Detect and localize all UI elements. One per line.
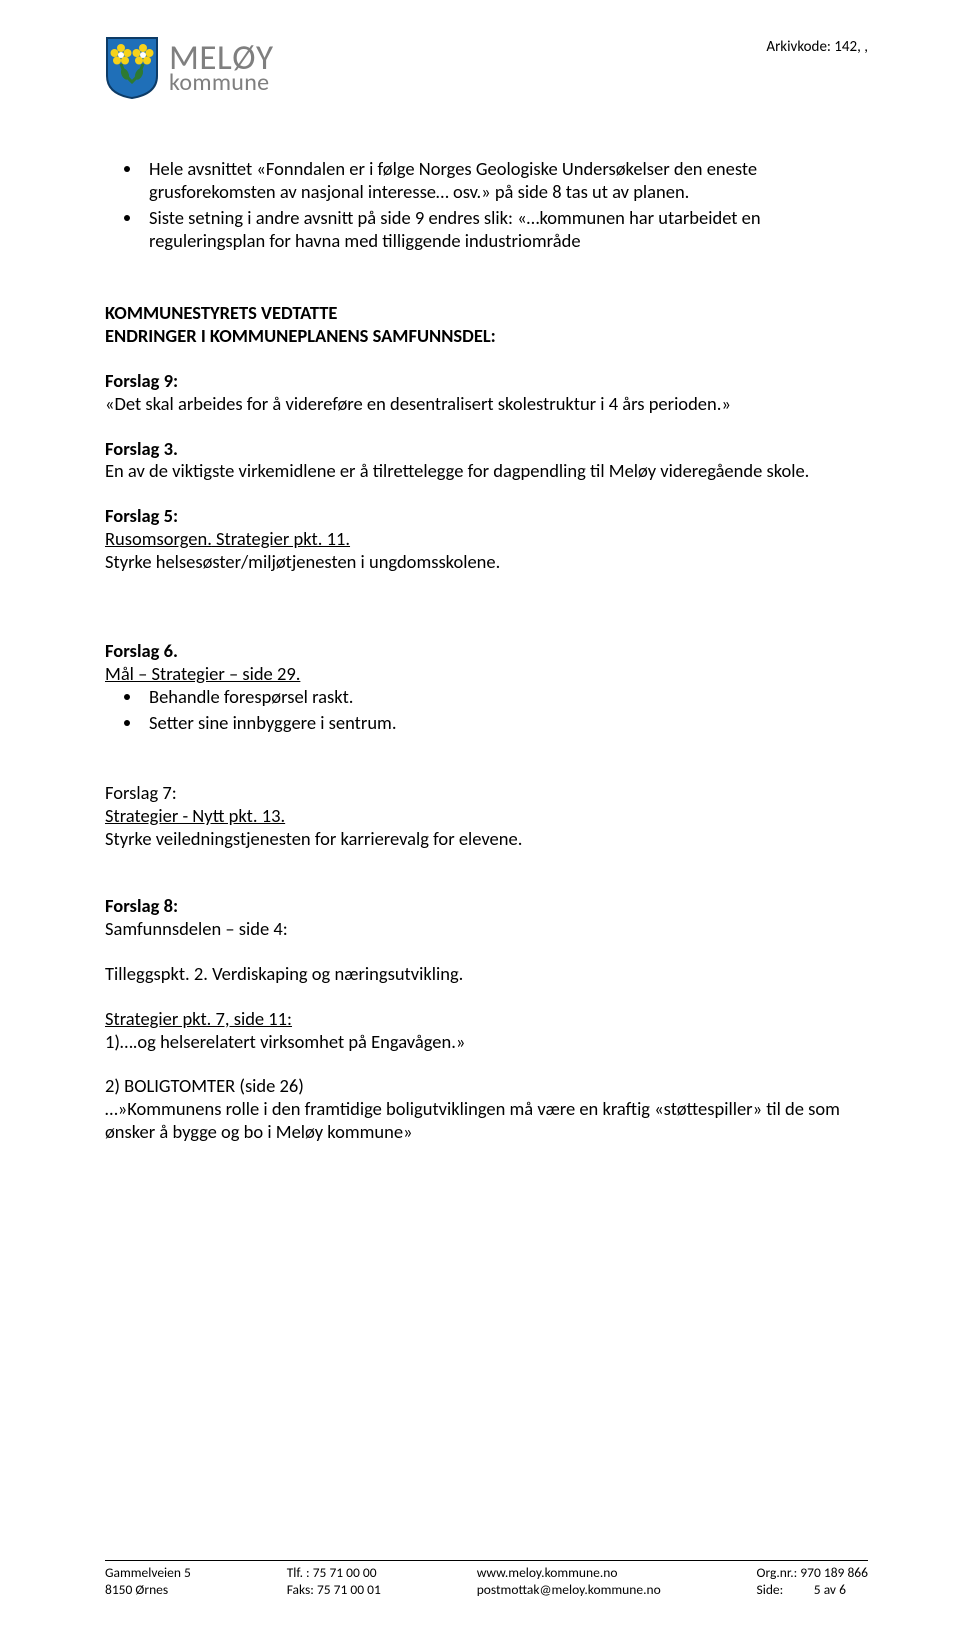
brand-text: MELØY kommune	[169, 44, 274, 92]
forslag-label: Forslag 6.	[105, 640, 868, 663]
footer-text: Gammelveien 5	[105, 1564, 191, 1581]
underlined-text: Strategier pkt. 11.	[212, 527, 350, 550]
forslag-label: Forslag 3.	[105, 438, 868, 461]
list-item: Hele avsnittet «Fonndalen er i følge Nor…	[143, 158, 868, 204]
intro-bullet-list: Hele avsnittet «Fonndalen er i følge Nor…	[105, 158, 868, 253]
footer-text: www.meloy.kommune.no	[477, 1564, 618, 1581]
forslag-text: En av de viktigste virkemidlene er å til…	[105, 460, 868, 483]
footer-text: Side:	[757, 1581, 784, 1598]
underlined-text: Mål – Strategier – side 29.	[105, 663, 868, 686]
forslag-text: Samfunnsdelen – side 4:	[105, 918, 868, 941]
footer-text: Org.nr.:	[757, 1564, 801, 1581]
section-heading: KOMMUNESTYRETS VEDTATTE ENDRINGER I KOMM…	[105, 302, 868, 348]
list-item: Siste setning i andre avsnitt på side 9 …	[143, 207, 868, 253]
forslag-text: 2) BOLIGTOMTER (side 26)	[105, 1075, 868, 1098]
heading-line: ENDRINGER I KOMMUNEPLANENS SAMFUNNSDEL:	[105, 325, 868, 348]
footer-col-address: Gammelveien 5 8150 Ørnes	[105, 1565, 191, 1599]
municipal-crest-icon	[105, 36, 159, 100]
page-header: MELØY kommune Arkivkode: 142, ,	[105, 36, 868, 100]
brand-block: MELØY kommune	[105, 36, 274, 100]
footer-col-phone: Tlf. : 75 71 00 00 Faks: 75 71 00 01	[287, 1565, 381, 1599]
forslag-label: Forslag 7:	[105, 782, 868, 805]
heading-line: KOMMUNESTYRETS VEDTATTE	[105, 302, 868, 325]
forslag6-bullets: Behandle forespørsel raskt. Setter sine …	[105, 686, 868, 735]
underlined-text: Strategier pkt. 7, side 11:	[105, 1008, 868, 1031]
underlined-text: Strategier - Nytt pkt. 13.	[105, 805, 868, 828]
forslag-text: 1)….og helserelatert virksomhet på Engav…	[105, 1031, 868, 1054]
footer-col-web: www.meloy.kommune.no postmottak@meloy.ko…	[477, 1565, 661, 1599]
footer-text: postmottak@meloy.kommune.no	[477, 1581, 661, 1598]
forslag-line: Rusomsorgen. Strategier pkt. 11.	[105, 528, 868, 551]
forslag-text: Tilleggspkt. 2. Verdiskaping og næringsu…	[105, 963, 868, 986]
page-footer: Gammelveien 5 8150 Ørnes Tlf. : 75 71 00…	[105, 1560, 868, 1599]
footer-text: 8150 Ørnes	[105, 1581, 168, 1598]
forslag-text: …»Kommunens rolle i den framtidige bolig…	[105, 1098, 868, 1144]
footer-text: 5 av 6	[814, 1581, 846, 1598]
footer-text: Tlf. : 75 71 00 00	[287, 1564, 377, 1581]
brand-sub: kommune	[169, 73, 274, 93]
forslag-label: Forslag 5:	[105, 505, 868, 528]
forslag-text: Styrke veiledningstjenesten for karriere…	[105, 828, 868, 851]
list-item: Behandle forespørsel raskt.	[143, 686, 868, 709]
underlined-text: Rusomsorgen.	[105, 527, 212, 550]
footer-col-org: Org.nr.: 970 189 866 Side: 5 av 6	[757, 1565, 868, 1599]
list-item: Setter sine innbyggere i sentrum.	[143, 712, 868, 735]
document-body: Hele avsnittet «Fonndalen er i følge Nor…	[105, 158, 868, 1144]
footer-text: Faks: 75 71 00 01	[287, 1581, 381, 1598]
forslag-text: Styrke helsesøster/miljøtjenesten i ungd…	[105, 551, 868, 574]
archive-code: Arkivkode: 142, ,	[766, 38, 868, 56]
footer-text: 970 189 866	[800, 1564, 868, 1581]
forslag-text: «Det skal arbeides for å videreføre en d…	[105, 393, 868, 416]
forslag-label: Forslag 8:	[105, 895, 868, 918]
forslag-label: Forslag 9:	[105, 370, 868, 393]
